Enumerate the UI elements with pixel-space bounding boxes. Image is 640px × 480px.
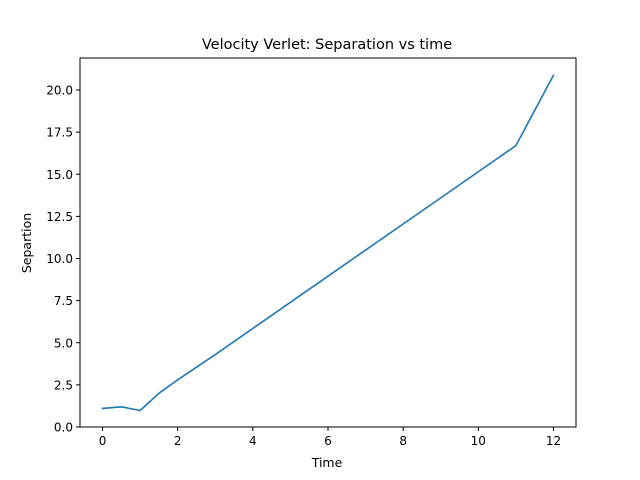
y-tick-label: 0.0 bbox=[54, 421, 73, 435]
y-tick-label: 12.5 bbox=[46, 210, 73, 224]
x-tick-label: 12 bbox=[546, 434, 561, 448]
x-tick-label: 4 bbox=[249, 434, 257, 448]
x-tick-label: 10 bbox=[471, 434, 486, 448]
y-tick-label: 2.5 bbox=[54, 378, 73, 392]
plot-area: 0 2 4 6 8 10 12 0.0 2.5 5.0 7.5 10.0 12.5 15.0 17.5 20.… bbox=[46, 57, 577, 448]
y-tick-label: 5.0 bbox=[54, 336, 73, 350]
x-axis-label: Time bbox=[311, 455, 343, 470]
chart-title: Velocity Verlet: Separation vs time bbox=[202, 37, 452, 53]
x-tick-label: 6 bbox=[324, 434, 332, 448]
y-tick-label: 7.5 bbox=[54, 294, 73, 308]
y-axis-label: Separtion bbox=[19, 213, 34, 273]
x-tick-label: 8 bbox=[399, 434, 407, 448]
x-tick-label: 2 bbox=[174, 434, 182, 448]
y-tick-label: 15.0 bbox=[46, 168, 73, 182]
axes-frame bbox=[79, 57, 577, 428]
x-tick-label: 0 bbox=[99, 434, 107, 448]
y-tick-label: 20.0 bbox=[46, 84, 73, 98]
y-tick-label: 10.0 bbox=[46, 252, 73, 266]
y-tick-label: 17.5 bbox=[46, 126, 73, 140]
series-line-0 bbox=[101, 74, 555, 412]
